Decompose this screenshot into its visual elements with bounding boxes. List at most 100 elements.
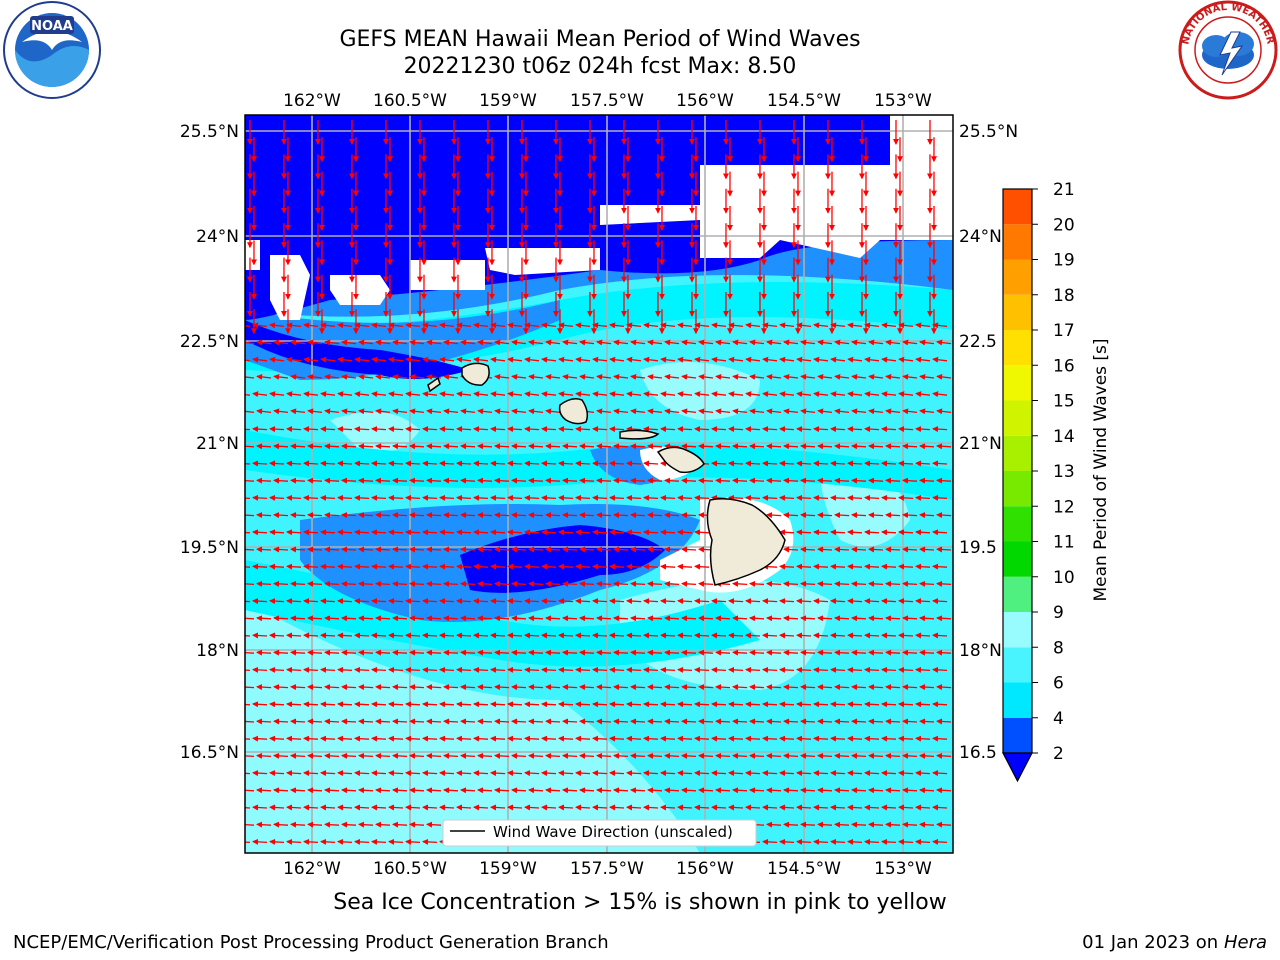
wave-arrow	[698, 684, 714, 691]
wave-arrow	[252, 391, 268, 398]
wave-arrow	[422, 460, 438, 467]
wave-arrow	[681, 512, 697, 519]
wave-arrow	[575, 701, 591, 708]
wave-arrow	[681, 339, 697, 346]
wave-arrow	[473, 426, 489, 433]
wave-arrow	[647, 443, 663, 450]
wave-arrow	[864, 770, 880, 777]
wave-arrow	[354, 770, 370, 777]
wave-arrow	[507, 356, 523, 363]
wave-arrow	[596, 615, 612, 622]
wave-arrow	[847, 735, 863, 742]
wave-arrow	[779, 426, 795, 433]
wave-arrow	[422, 391, 438, 398]
wave-arrow	[245, 738, 251, 740]
wave-arrow	[405, 563, 421, 570]
wave-arrow	[898, 391, 914, 398]
wave-arrow	[490, 701, 506, 708]
wave-arrow	[728, 494, 744, 501]
wave-arrow	[898, 529, 914, 536]
chart-subtitle-forecast: 20221230 t06z 024h fcst Max: 8.50	[403, 54, 797, 79]
wave-arrow	[422, 356, 438, 363]
wave-arrow	[494, 787, 510, 794]
wave-arrow	[371, 322, 387, 329]
left-lat-label: 21°N	[196, 434, 239, 454]
wave-arrow	[524, 460, 540, 467]
wave-arrow	[558, 426, 574, 433]
wave-arrow	[541, 460, 557, 467]
wave-arrow	[252, 770, 268, 777]
wave-arrow	[932, 356, 948, 363]
wave-arrow	[303, 391, 319, 398]
wave-arrow	[613, 408, 629, 415]
wave-arrow	[354, 563, 370, 570]
wave-arrow	[626, 735, 642, 742]
wave-arrow	[562, 580, 578, 587]
wave-arrow	[528, 787, 544, 794]
wave-arrow	[813, 770, 829, 777]
wave-arrow	[358, 546, 374, 553]
wave-arrow	[796, 356, 812, 363]
wave-arrow	[456, 460, 472, 467]
wave-arrow	[779, 701, 795, 708]
wave-arrow	[745, 598, 761, 605]
wave-arrow	[932, 770, 948, 777]
wave-arrow	[354, 804, 370, 811]
wave-arrow	[388, 356, 404, 363]
wave-arrow	[609, 356, 625, 363]
wave-arrow	[694, 563, 710, 570]
wave-arrow	[320, 701, 336, 708]
wave-arrow	[426, 512, 442, 519]
wave-arrow	[779, 529, 795, 536]
wave-arrow	[303, 770, 319, 777]
wave-arrow	[660, 563, 676, 570]
wave-arrow	[609, 391, 625, 398]
wave-arrow	[558, 356, 574, 363]
wave-arrow	[524, 598, 540, 605]
wave-arrow	[392, 615, 408, 622]
right-lat-label: 18°N	[959, 641, 1002, 661]
wave-arrow	[558, 460, 574, 467]
colorbar-segment	[1003, 365, 1032, 401]
wave-arrow	[881, 770, 897, 777]
wave-arrow	[245, 566, 251, 568]
wave-arrow	[868, 546, 884, 553]
wave-arrow	[256, 787, 272, 794]
wave-arrow	[766, 718, 782, 725]
wave-arrow	[694, 735, 710, 742]
wave-arrow	[885, 580, 901, 587]
wave-arrow	[711, 322, 727, 329]
wave-arrow	[375, 408, 391, 415]
wave-arrow	[273, 373, 289, 380]
wave-arrow	[286, 391, 302, 398]
wave-arrow	[732, 477, 748, 484]
wave-arrow	[579, 339, 595, 346]
wave-arrow	[864, 735, 880, 742]
wave-arrow	[796, 494, 812, 501]
wave-arrow	[303, 494, 319, 501]
wave-arrow	[341, 580, 357, 587]
wave-arrow	[864, 666, 880, 673]
wave-arrow	[286, 598, 302, 605]
wave-arrow	[864, 701, 880, 708]
wave-arrow	[796, 770, 812, 777]
wave-arrow	[337, 838, 353, 845]
wave-arrow	[562, 477, 578, 484]
wave-arrow	[307, 546, 323, 553]
wave-arrow	[392, 477, 408, 484]
wave-arrow	[834, 649, 850, 656]
wave-arrow	[898, 563, 914, 570]
wave-arrow	[715, 615, 731, 622]
wave-arrow	[460, 546, 476, 553]
wave-arrow	[749, 477, 765, 484]
wave-arrow	[762, 838, 778, 845]
wave-arrow	[252, 426, 268, 433]
wave-arrow	[817, 752, 833, 759]
wave-arrow	[732, 752, 748, 759]
wave-arrow	[290, 787, 306, 794]
wave-arrow	[273, 615, 289, 622]
wave-arrow	[609, 322, 625, 329]
colorbar-tick-label: 20	[1053, 215, 1075, 235]
wave-arrow	[443, 408, 459, 415]
map-field	[245, 115, 953, 853]
